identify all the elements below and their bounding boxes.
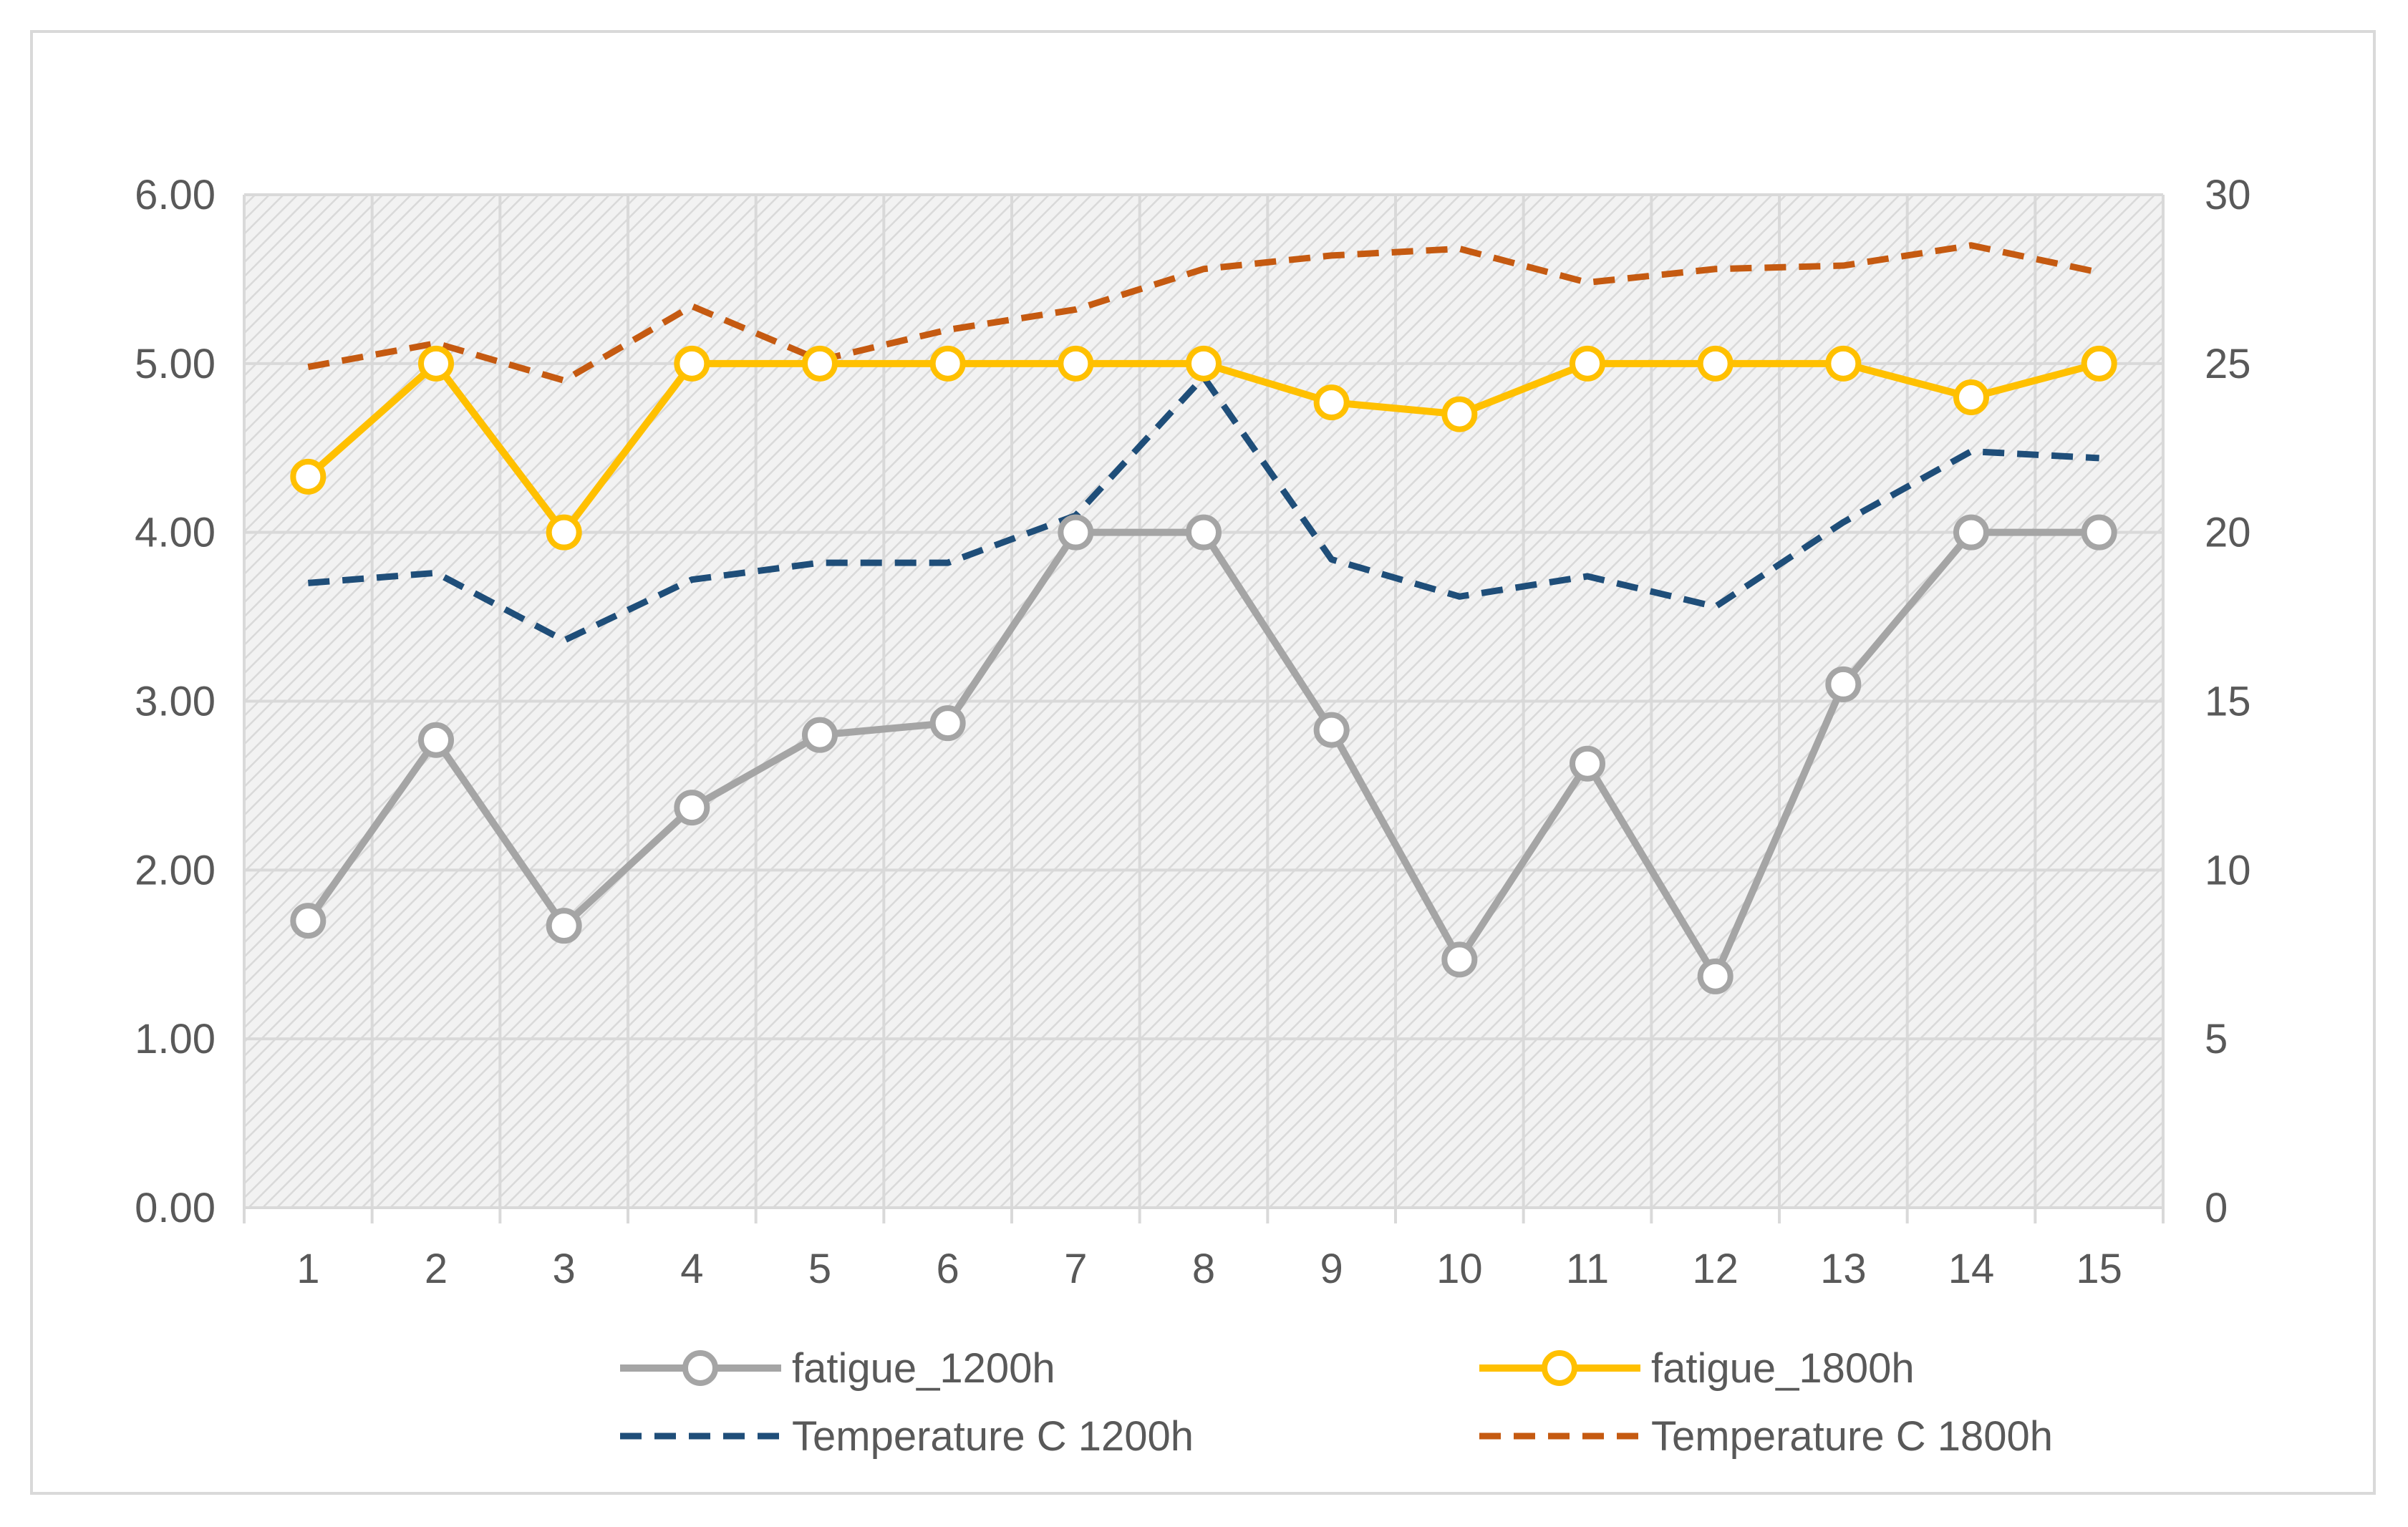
y-tick-label: 2.00 xyxy=(135,847,216,893)
x-tick-label: 14 xyxy=(1948,1246,1995,1292)
data-point-fatigue-1200h xyxy=(802,717,838,753)
data-point-fatigue-1200h xyxy=(290,903,327,939)
y-tick-label: 5.00 xyxy=(135,341,216,387)
x-tick-label: 13 xyxy=(1820,1246,1867,1292)
y-tick-label: 3.00 xyxy=(135,679,216,725)
x-tick-label: 5 xyxy=(808,1246,831,1292)
x-tick-label: 6 xyxy=(937,1246,959,1292)
x-tick-label: 8 xyxy=(1192,1246,1215,1292)
chart-frame: 0.00 1.00 2.00 3.00 4.00 5.00 6.00 0 5 10 15 20 25 30… xyxy=(30,30,2376,1495)
data-point-fatigue-1200h xyxy=(2081,514,2117,551)
data-point-fatigue-1800h xyxy=(1186,345,1222,382)
data-point-fatigue-1200h xyxy=(418,722,454,758)
data-point-fatigue-1800h xyxy=(1313,384,1350,421)
data-point-fatigue-1200h xyxy=(1441,941,1478,978)
data-point-fatigue-1200h xyxy=(1570,745,1605,782)
x-tick-label: 10 xyxy=(1436,1246,1483,1292)
y-tick-label: 4.00 xyxy=(135,510,216,556)
data-point-fatigue-1800h xyxy=(290,458,327,495)
data-point-fatigue-1800h xyxy=(1570,345,1605,382)
series-line-temperature-c-1200h xyxy=(307,374,2099,644)
x-tick-label: 11 xyxy=(1566,1246,1609,1292)
x-tick-label: 9 xyxy=(1320,1246,1343,1292)
y2-tick-label: 30 xyxy=(2205,172,2251,218)
y2-tick-label: 10 xyxy=(2205,847,2251,893)
data-point-fatigue-1200h xyxy=(1186,514,1222,551)
data-point-fatigue-1200h xyxy=(1953,514,1989,551)
legend-item-temperature-c-1800h: Temperature C 1800h xyxy=(1479,1413,2053,1460)
series xyxy=(290,242,2117,994)
data-point-fatigue-1800h xyxy=(1953,379,1989,415)
data-point-fatigue-1800h xyxy=(674,345,710,382)
data-point-fatigue-1200h xyxy=(674,790,710,826)
x-tick-label: 4 xyxy=(680,1246,703,1292)
data-point-fatigue-1800h xyxy=(1825,345,1862,382)
gridlines xyxy=(243,193,2165,1209)
data-point-fatigue-1800h xyxy=(929,345,966,382)
legend-item-temperature-c-1200h: Temperature C 1200h xyxy=(620,1413,1194,1460)
legend-label: Temperature C 1800h xyxy=(1651,1413,2053,1460)
x-tick-label: 12 xyxy=(1692,1246,1739,1292)
x-tick-label: 15 xyxy=(2076,1246,2122,1292)
y-tick-label: 1.00 xyxy=(135,1016,216,1062)
data-point-fatigue-1800h xyxy=(2081,345,2117,382)
data-point-fatigue-1200h xyxy=(1313,712,1350,748)
x-tick-label: 1 xyxy=(296,1246,319,1292)
y-tick-label: 0.00 xyxy=(135,1185,216,1231)
axes: 0.001.002.003.004.005.006.00051015202530… xyxy=(135,172,2250,1292)
legend-item-fatigue-1800h: fatigue_1800h xyxy=(1479,1345,1915,1392)
data-point-fatigue-1200h xyxy=(1825,666,1862,702)
x-tick-label: 7 xyxy=(1064,1246,1087,1292)
legend: fatigue_1200h fatigue_1800h Temperature C … xyxy=(620,1345,2053,1460)
data-point-fatigue-1200h xyxy=(1697,958,1734,994)
data-point-fatigue-1200h xyxy=(1058,514,1094,551)
data-point-fatigue-1800h xyxy=(1441,396,1478,432)
series-line-temperature-c-1800h xyxy=(307,242,2100,384)
legend-label: fatigue_1800h xyxy=(1651,1345,1915,1392)
legend-label: fatigue_1200h xyxy=(792,1345,1055,1392)
data-point-fatigue-1800h xyxy=(802,345,838,382)
legend-label: Temperature C 1200h xyxy=(792,1413,1194,1460)
y2-tick-label: 15 xyxy=(2205,679,2251,725)
legend-marker xyxy=(682,1350,718,1386)
x-tick-label: 3 xyxy=(553,1246,576,1292)
x-tick-label: 2 xyxy=(425,1246,448,1292)
y2-tick-label: 0 xyxy=(2205,1185,2228,1231)
data-point-fatigue-1200h xyxy=(546,908,582,944)
y2-tick-label: 25 xyxy=(2205,341,2251,387)
data-point-fatigue-1200h xyxy=(929,705,966,742)
data-point-fatigue-1800h xyxy=(418,345,454,382)
data-point-fatigue-1800h xyxy=(1058,345,1094,382)
data-point-fatigue-1800h xyxy=(546,514,582,551)
data-point-fatigue-1800h xyxy=(1697,345,1734,382)
y-tick-label: 6.00 xyxy=(135,172,216,218)
y2-tick-label: 5 xyxy=(2205,1016,2228,1062)
y2-tick-label: 20 xyxy=(2205,510,2251,556)
legend-marker xyxy=(1542,1350,1577,1386)
chart-svg: 0.001.002.003.004.005.006.00051015202530… xyxy=(135,172,2250,1460)
legend-item-fatigue-1200h: fatigue_1200h xyxy=(620,1345,1055,1392)
